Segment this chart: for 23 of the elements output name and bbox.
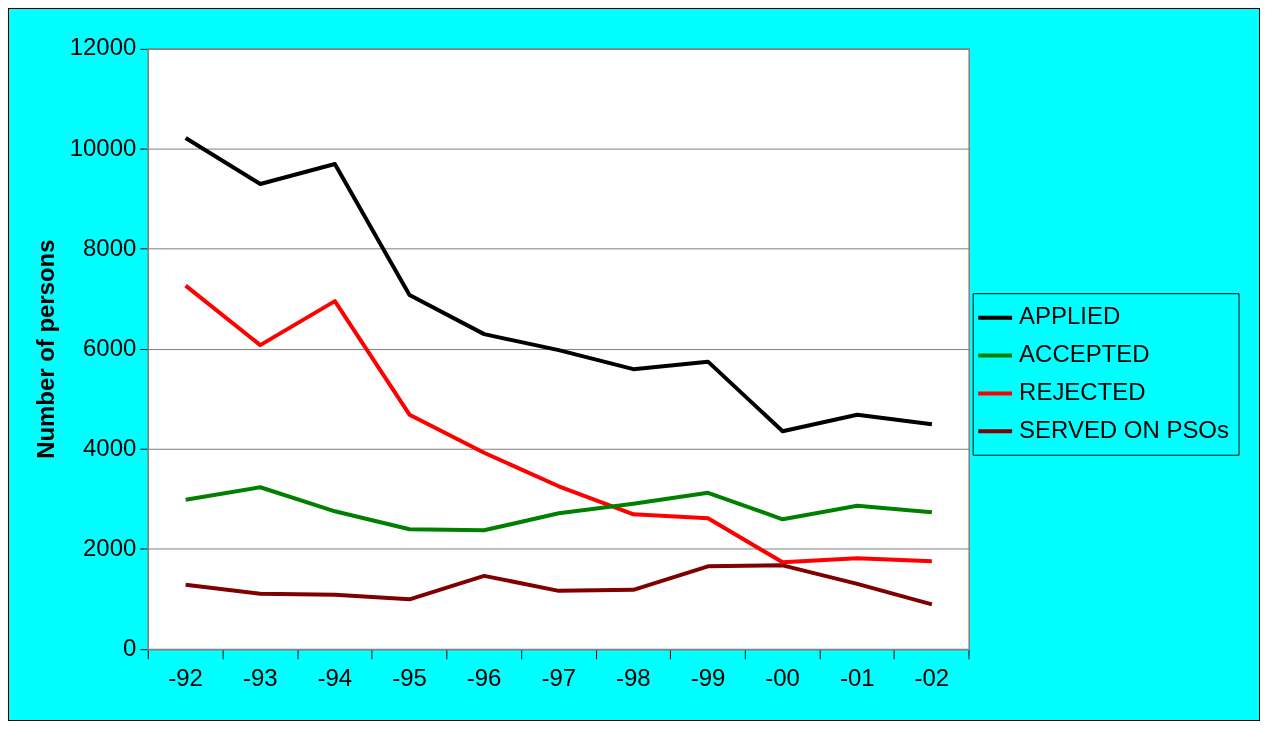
x-tick-label: -02 [914, 664, 950, 692]
x-tick-label: -96 [466, 664, 502, 692]
x-tick-label: -97 [541, 664, 577, 692]
x-tick-label: -00 [765, 664, 800, 692]
x-tick-label: -95 [392, 664, 427, 692]
x-tick-label: -93 [242, 664, 278, 692]
legend-label: APPLIED [1019, 302, 1121, 330]
y-tick-label: 4000 [83, 433, 137, 461]
x-tick-label: -01 [839, 664, 875, 692]
legend-label: SERVED ON PSOs [1019, 415, 1229, 443]
x-tick-label: -98 [616, 664, 651, 692]
y-tick-label: 6000 [83, 333, 137, 361]
legend-label: ACCEPTED [1019, 340, 1150, 368]
x-tick-label: -92 [168, 664, 203, 692]
x-tick-label: -94 [317, 664, 353, 692]
y-tick-label: 0 [123, 634, 137, 661]
legend-label: REJECTED [1019, 378, 1146, 406]
y-tick-label: 2000 [83, 533, 137, 561]
y-axis-title: Number of persons [31, 239, 59, 459]
x-tick-label: -99 [690, 664, 726, 692]
y-tick-label: 8000 [83, 233, 137, 261]
y-tick-label: 12000 [69, 33, 137, 61]
y-tick-label: 10000 [69, 133, 137, 161]
